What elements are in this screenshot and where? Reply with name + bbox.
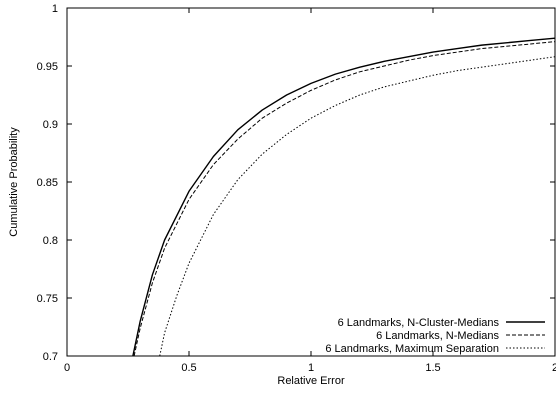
y-tick-label: 0.7 [43,351,58,363]
y-tick-label: 0.9 [43,119,58,131]
y-tick-label: 0.75 [37,293,58,305]
x-tick-label: 0.5 [181,362,196,374]
x-tick-label: 1.5 [425,362,440,374]
y-tick-label: 1 [52,3,58,15]
y-tick-label: 0.95 [37,61,58,73]
plot-frame [66,7,556,357]
legend-label: 6 Landmarks, Maximum Separation [325,343,499,355]
x-tick-label: 2 [552,362,556,374]
y-tick-label: 0.8 [43,235,58,247]
series-line-2 [133,41,555,356]
plot-area-border [66,7,556,357]
x-axis-ticks: 0 0.5 1 1.5 2 [64,8,556,374]
x-axis-label: Relative Error [277,375,345,387]
series-lines [132,37,555,356]
y-axis-label: Cumulative Probability [8,127,20,237]
series-line-1 [132,37,555,356]
series-line-3 [159,56,555,356]
x-tick-label: 1 [308,362,314,374]
y-axis-ticks: 0.7 0.75 0.8 0.85 0.9 0.95 1 [37,3,555,363]
y-tick-label: 0.85 [37,177,58,189]
x-tick-label: 0 [64,362,70,374]
legend-label: 6 Landmarks, N-Cluster-Medians [338,317,500,329]
legend-label: 6 Landmarks, N-Medians [376,330,499,342]
